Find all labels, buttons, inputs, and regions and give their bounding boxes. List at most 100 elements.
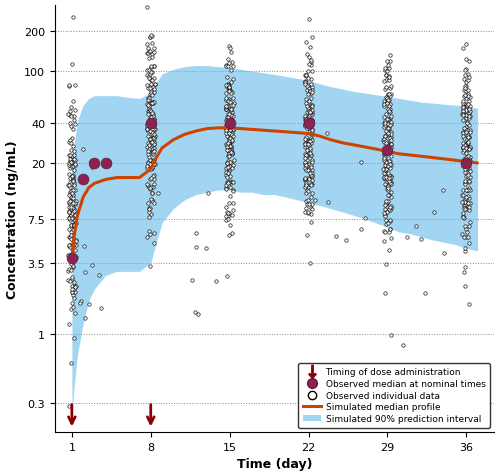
Point [464,187,471,195]
Point [150,141,158,149]
Point [148,113,156,121]
Point [143,82,151,89]
Point [68,191,76,198]
Point [386,217,394,225]
Point [224,160,232,168]
Point [66,190,74,198]
Point [464,195,472,202]
Point [301,177,309,185]
Point [384,142,392,149]
Point [385,108,393,115]
Point [460,196,468,204]
Point [306,145,314,153]
Point [66,159,74,167]
Point [386,115,394,122]
Point [382,164,390,172]
Point [147,196,155,203]
Point [223,118,231,125]
Point [68,173,76,181]
Point [72,198,80,206]
Point [462,226,470,234]
Point [143,72,151,79]
Point [461,181,469,188]
Point [381,65,389,73]
Point [148,197,156,204]
Point [459,212,467,220]
Point [308,34,316,42]
Point [387,189,395,197]
Point [66,108,74,115]
Point [144,213,152,221]
Point [387,174,395,181]
Point [150,157,158,165]
Point [226,96,234,103]
Point [144,45,152,52]
Point [222,121,230,129]
Point [148,33,156,40]
Point [68,222,76,229]
Point [224,145,232,153]
Point [230,157,237,165]
Point [66,181,74,189]
Point [384,172,392,180]
Point [150,116,158,124]
Point [144,120,152,128]
Point [306,147,314,154]
Point [222,62,230,69]
Point [306,88,314,96]
Point [69,178,77,186]
Point [381,146,389,154]
Point [386,135,394,142]
Point [384,131,392,139]
Point [304,109,312,116]
Point [384,187,392,194]
Point [64,251,72,259]
Point [465,74,473,82]
Point [143,101,151,109]
Point [308,111,316,119]
Point [150,134,158,142]
Point [382,128,390,135]
Point [306,107,314,115]
Point [144,183,152,190]
Point [226,87,234,95]
Point [306,152,314,159]
Point [144,159,152,167]
Point [146,120,154,128]
Point [228,89,235,97]
Point [381,176,389,184]
Point [144,200,152,208]
Point [228,150,236,158]
Point [224,114,232,122]
Point [308,102,316,110]
Point [146,136,154,144]
Point [384,182,392,189]
Point [461,166,469,174]
Point [462,162,470,170]
Point [154,190,162,198]
Point [148,84,156,91]
Point [66,123,74,130]
Point [226,139,234,146]
Point [386,225,394,233]
Point [148,139,156,147]
Point [460,133,468,140]
Point [70,247,78,255]
Point [384,90,392,98]
Point [223,114,231,122]
Point [148,120,156,128]
Point [71,288,79,296]
Point [226,127,234,135]
Point [304,210,312,218]
Point [149,113,157,121]
Point [66,189,74,197]
Point [143,126,151,134]
Point [302,201,310,208]
Point [71,157,79,164]
Point [380,181,388,188]
Point [65,200,73,208]
Point [382,200,390,208]
Point [150,132,158,140]
Point [229,126,237,133]
Point [80,146,88,154]
